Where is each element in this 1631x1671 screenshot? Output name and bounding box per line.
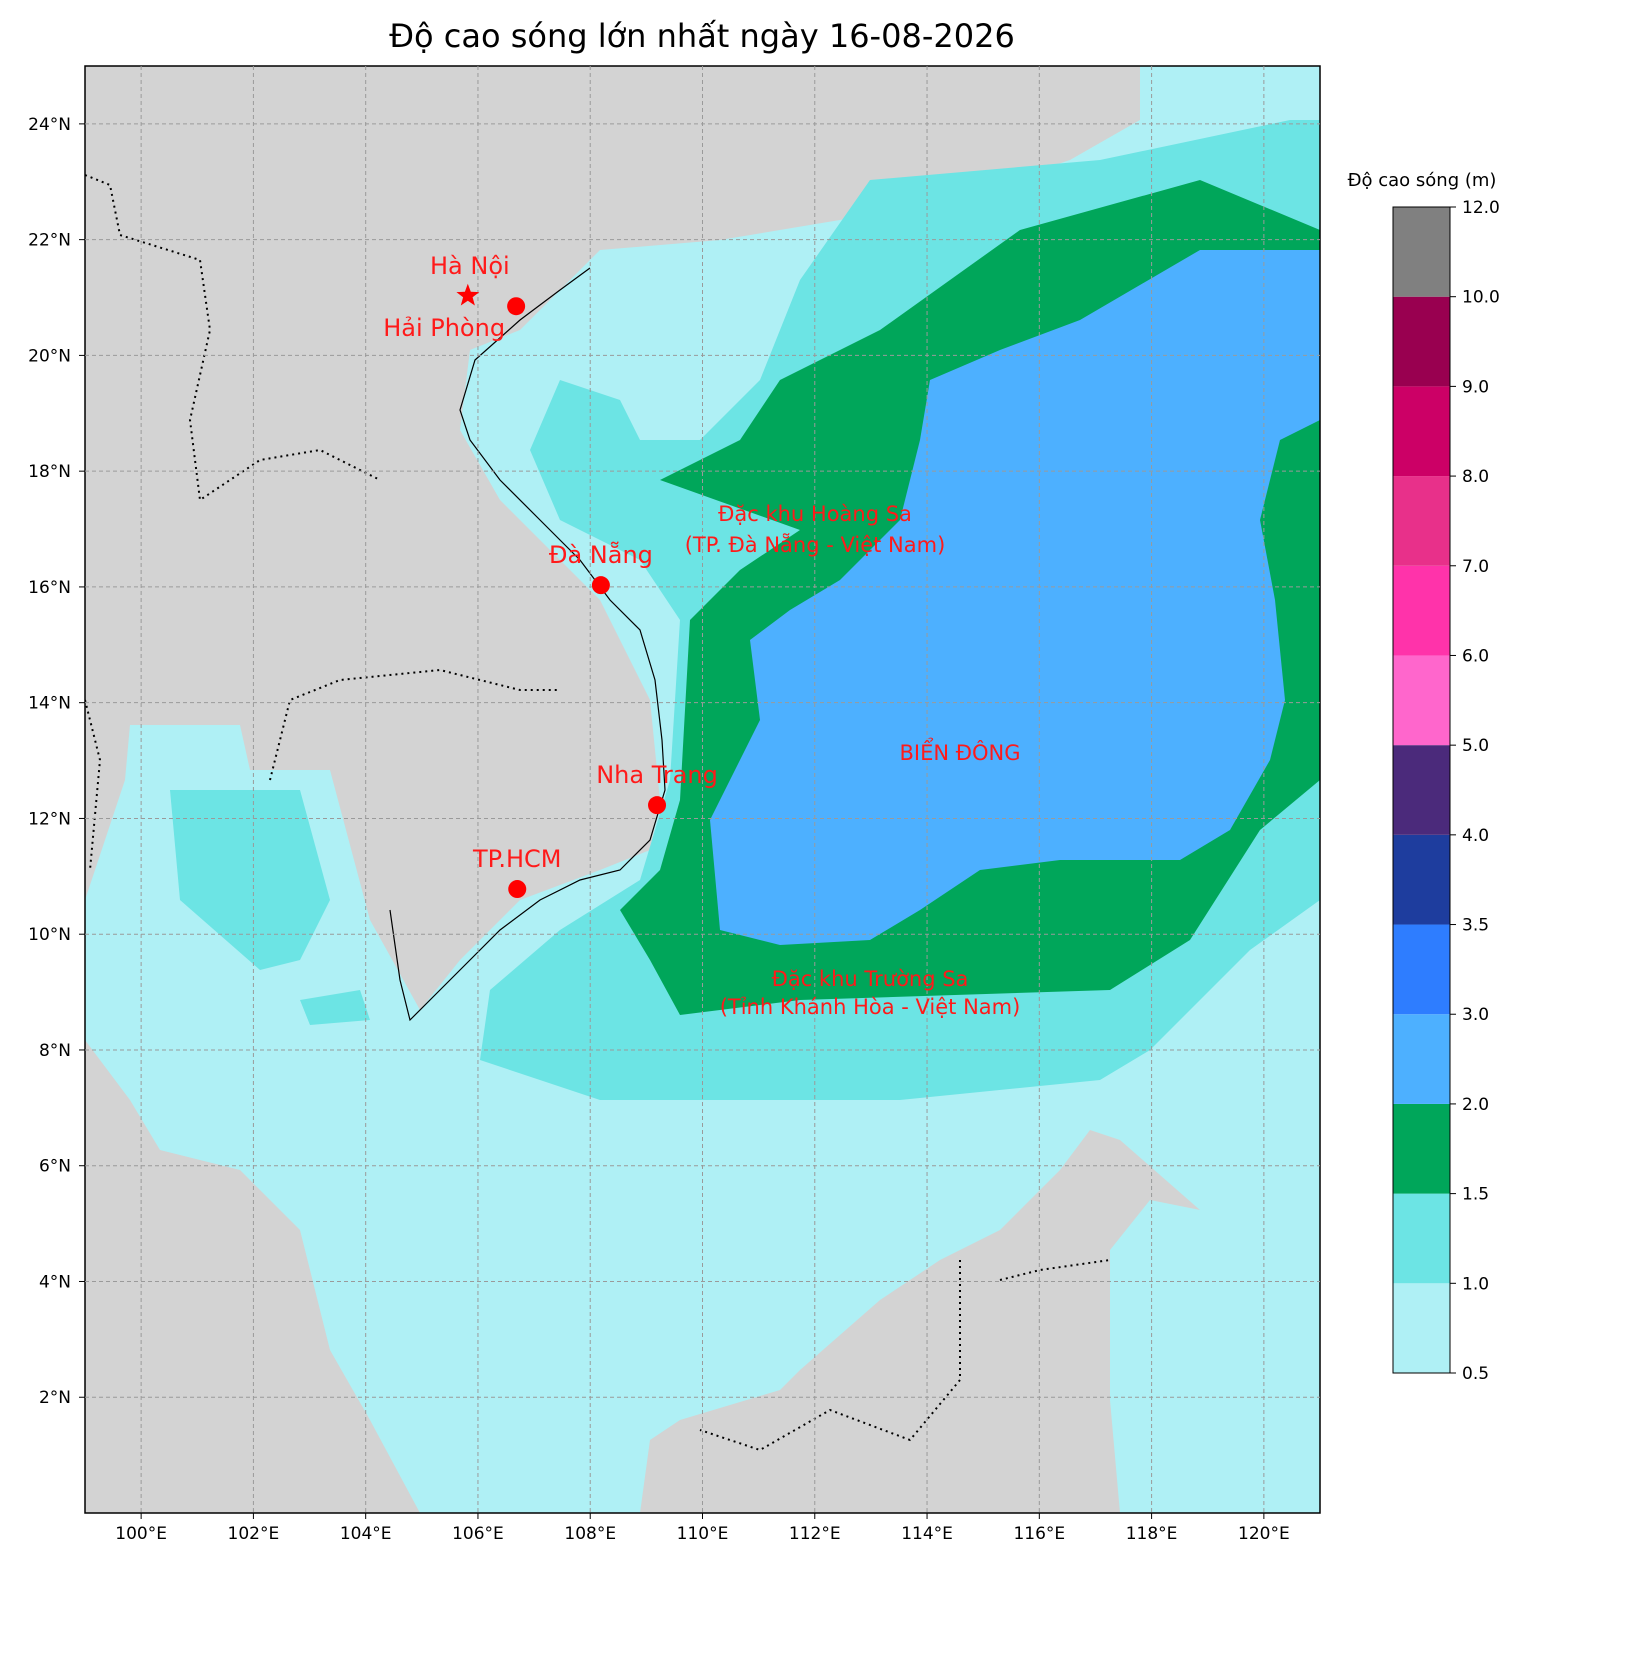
- colorbar-segment: [1393, 655, 1450, 746]
- y-tick-label: 14°N: [28, 694, 71, 714]
- x-tick-label: 106°E: [452, 1524, 504, 1544]
- sea-very-high: [710, 250, 1320, 945]
- x-tick-label: 116°E: [1013, 1524, 1065, 1544]
- x-tick-label: 104°E: [340, 1524, 392, 1544]
- colorbar-segment: [1393, 565, 1450, 656]
- y-tick-label: 20°N: [28, 346, 71, 366]
- y-tick-label: 8°N: [39, 1041, 71, 1061]
- y-tick-label: 18°N: [28, 462, 71, 482]
- sea-mid: [170, 790, 330, 970]
- colorbar-tick-label: 5.0: [1462, 736, 1489, 756]
- colorbar-tick-label: 7.0: [1462, 557, 1489, 577]
- city-label: Nha Trang: [596, 761, 718, 789]
- sea-mid: [300, 990, 370, 1025]
- colorbar-tick-label: 6.0: [1462, 646, 1489, 666]
- colorbar-segment: [1393, 1193, 1450, 1284]
- city-marker: [456, 283, 480, 306]
- colorbar-segment: [1393, 1283, 1450, 1373]
- x-tick-label: 120°E: [1238, 1524, 1290, 1544]
- colorbar-tick-label: 1.0: [1462, 1274, 1489, 1294]
- city-marker: [508, 880, 527, 899]
- map-title: Độ cao sóng lớn nhất ngày 16-08-2026: [389, 17, 1015, 55]
- x-tick-label: 110°E: [677, 1524, 729, 1544]
- colorbar-segment: [1393, 745, 1450, 835]
- y-tick-label: 4°N: [39, 1272, 71, 1292]
- colorbar-segment: [1393, 1103, 1450, 1194]
- annotation: BIỂN ĐÔNG: [899, 738, 1020, 765]
- x-tick-label: 118°E: [1126, 1524, 1178, 1544]
- colorbar-label: Độ cao sóng (m): [1348, 170, 1497, 191]
- colorbar-segment: [1393, 386, 1450, 477]
- annotation: (TP. Đà Nẵng - Việt Nam): [685, 532, 946, 557]
- colorbar-frame: [1392, 206, 1451, 1374]
- border: [85, 174, 1111, 1452]
- city-label: Hà Nội: [430, 252, 510, 280]
- colorbar-tick-label: 0.5: [1462, 1364, 1489, 1384]
- colorbar-tick-label: 3.5: [1462, 916, 1489, 936]
- city-marker: [591, 576, 610, 595]
- colorbar-tick-label: 4.0: [1462, 826, 1489, 846]
- y-tick-label: 2°N: [39, 1388, 71, 1408]
- annotation: Đặc khu Hoàng Sa: [718, 502, 912, 526]
- city-label: Hải Phòng: [383, 314, 505, 342]
- colorbar-segment: [1393, 1014, 1450, 1104]
- colorbar-tick-label: 10.0: [1462, 288, 1500, 308]
- city-label: Đà Nẵng: [549, 540, 653, 569]
- colorbar-segment: [1393, 476, 1450, 566]
- coastline: [389, 267, 666, 1022]
- colorbar-segment: [1393, 296, 1450, 387]
- y-tick-label: 24°N: [28, 115, 71, 135]
- y-tick-label: 22°N: [28, 231, 71, 251]
- city-label: TP.HCM: [472, 845, 562, 873]
- colorbar-tick-label: 8.0: [1462, 467, 1489, 487]
- annotation: Đặc khu Trường Sa: [772, 967, 969, 991]
- x-tick-label: 108°E: [564, 1524, 616, 1544]
- x-tick-label: 102°E: [228, 1524, 280, 1544]
- borneo: [640, 1130, 1200, 1513]
- colorbar-tick-label: 1.5: [1462, 1185, 1489, 1205]
- annotation: (Tỉnh Khánh Hòa - Việt Nam): [720, 995, 1021, 1019]
- colorbar-tick-label: 9.0: [1462, 377, 1489, 397]
- y-tick-label: 16°N: [28, 578, 71, 598]
- x-tick-label: 114°E: [901, 1524, 953, 1544]
- y-tick-label: 12°N: [28, 809, 71, 829]
- y-tick-label: 10°N: [28, 925, 71, 945]
- colorbar-segment: [1393, 834, 1450, 925]
- colorbar-tick-label: 12.0: [1462, 198, 1500, 218]
- x-tick-label: 112°E: [789, 1524, 841, 1544]
- city-marker: [507, 297, 526, 316]
- x-tick-label: 100°E: [115, 1524, 167, 1544]
- colorbar-tick-label: 2.0: [1462, 1095, 1489, 1115]
- y-tick-label: 6°N: [39, 1157, 71, 1177]
- colorbar-tick-label: 3.0: [1462, 1005, 1489, 1025]
- colorbar-segment: [1393, 924, 1450, 1015]
- colorbar-segment: [1393, 207, 1450, 297]
- city-marker: [648, 796, 667, 815]
